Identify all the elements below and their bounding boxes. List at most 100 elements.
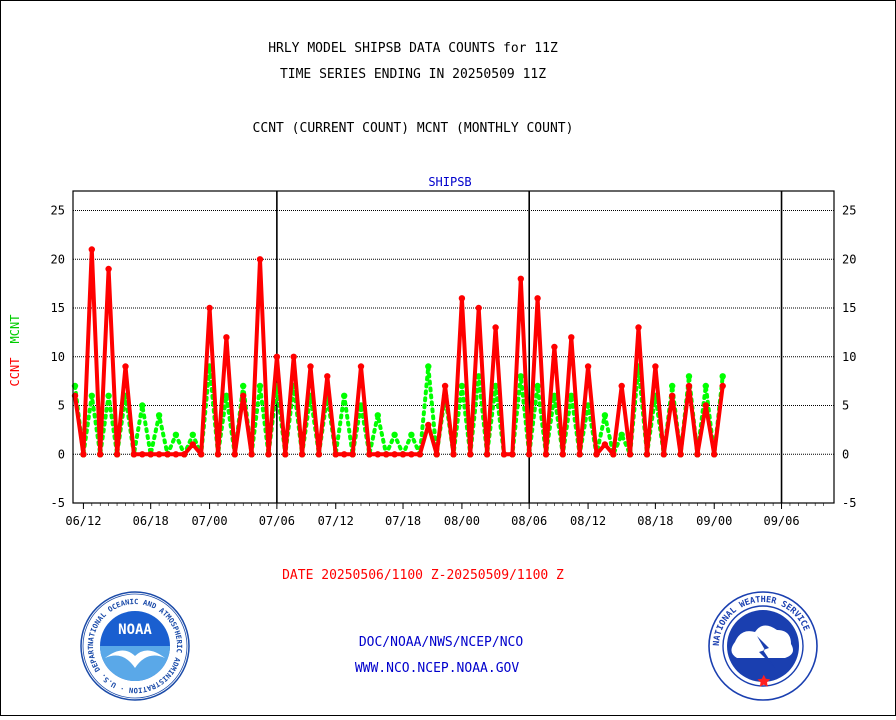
ccnt-point — [155, 451, 163, 458]
mcnt-point — [105, 392, 112, 399]
mcnt-point — [492, 382, 499, 390]
ccnt-point — [441, 382, 449, 390]
footer-url[interactable]: WWW.NCO.NCEP.NOAA.GOV — [355, 661, 520, 676]
noaa-logo-text: NOAA — [118, 622, 152, 638]
ccnt-point — [341, 451, 348, 458]
grid-layer — [73, 191, 834, 503]
ccnt-point — [298, 451, 306, 458]
mcnt-point — [172, 431, 180, 438]
y-tick-label-right: 15 — [842, 301, 856, 315]
ccnt-point — [332, 451, 339, 458]
ccnt-point — [694, 451, 701, 458]
ccnt-point — [652, 363, 659, 370]
x-tick-label: 07/00 — [192, 514, 228, 528]
ccnt-point — [139, 451, 146, 458]
mcnt-point — [256, 382, 264, 390]
ccnt-point — [610, 451, 617, 458]
subtitle: CCNT (CURRENT COUNT) MCNT (MONTHLY COUNT… — [253, 121, 574, 136]
ccnt-point — [467, 451, 474, 458]
mcnt-point — [601, 412, 609, 419]
ccnt-point — [576, 451, 583, 458]
ccnt-point — [181, 451, 188, 458]
ccnt-point — [97, 451, 104, 458]
ccnt-point — [265, 451, 272, 458]
x-tick-label: 06/18 — [133, 514, 169, 528]
ccnt-point — [677, 451, 684, 458]
y-tick-label-right: 25 — [842, 204, 856, 218]
ccnt-point — [542, 451, 550, 458]
x-tick-label: 08/06 — [511, 514, 547, 528]
ccnt-point — [357, 363, 365, 370]
ccnt-point — [130, 451, 138, 458]
y-tick-label-right: 10 — [842, 350, 856, 364]
ccnt-point — [324, 373, 331, 380]
ccnt-point — [374, 451, 381, 458]
ccnt-point — [660, 451, 667, 458]
y-tick-label-left: 15 — [51, 301, 65, 315]
ccnt-point — [685, 382, 693, 390]
y-tick-label-right: -5 — [842, 496, 856, 510]
ccnt-point — [509, 451, 516, 458]
ccnt-point — [408, 451, 415, 458]
mcnt-point — [534, 382, 541, 390]
x-tick-label: 09/06 — [763, 514, 799, 528]
ccnt-point — [702, 402, 709, 409]
ccnt-series-line — [73, 247, 725, 457]
chart-title: SHIPSB — [428, 175, 471, 189]
ccnt-point — [399, 451, 407, 458]
mcnt-point — [517, 373, 524, 380]
mcnt-point — [408, 431, 415, 438]
mcnt-point — [458, 382, 466, 390]
mcnt-point — [189, 431, 196, 438]
x-tick-label: 07/12 — [318, 514, 354, 528]
ccnt-point — [189, 441, 196, 448]
ylabel-ccnt: CCNT — [8, 358, 22, 387]
ylabel-mcnt: MCNT — [8, 315, 22, 344]
y-tick-label-right: 20 — [842, 252, 856, 266]
mcnt-point — [155, 412, 163, 419]
ccnt-point — [568, 334, 575, 341]
mcnt-point — [240, 382, 247, 390]
x-tick-label: 07/18 — [385, 514, 421, 528]
ccnt-point — [559, 451, 566, 458]
ccnt-point — [248, 451, 255, 458]
ccnt-point — [719, 382, 726, 390]
ccnt-point — [282, 451, 289, 458]
x-tick-label: 09/00 — [696, 514, 732, 528]
ccnt-point — [240, 392, 247, 399]
mcnt-point — [475, 373, 482, 380]
series-layer — [71, 246, 726, 458]
mcnt-point — [702, 382, 709, 390]
title-line2: TIME SERIES ENDING IN 20250509 11Z — [280, 67, 546, 82]
ccnt-point — [256, 256, 264, 263]
ccnt-point — [517, 275, 524, 282]
x-tick-label: 06/12 — [65, 514, 101, 528]
nws-logo: NATIONAL WEATHER SERVICE — [708, 591, 818, 701]
ccnt-point — [172, 451, 180, 458]
mcnt-point — [425, 363, 432, 370]
ccnt-point — [433, 451, 440, 458]
y-tick-label-left: 25 — [51, 204, 65, 218]
mcnt-point — [618, 431, 625, 438]
ccnt-point — [711, 451, 718, 458]
ccnt-point — [626, 451, 634, 458]
ccnt-point — [273, 353, 281, 360]
ccnt-point — [483, 451, 491, 458]
ccnt-point — [113, 451, 121, 458]
mcnt-point — [341, 392, 348, 399]
y-tick-label-left: 20 — [51, 252, 65, 266]
mcnt-point — [568, 392, 575, 399]
ccnt-point — [500, 451, 508, 458]
x-tick-label: 08/18 — [637, 514, 673, 528]
y-tick-label-left: -5 — [51, 496, 65, 510]
mcnt-point — [223, 392, 230, 399]
ccnt-point — [164, 451, 171, 458]
y-axis-title: CCNT MCNT — [8, 315, 22, 387]
ccnt-point — [425, 421, 432, 429]
mcnt-point — [374, 412, 381, 419]
ccnt-point — [458, 295, 466, 302]
ccnt-point — [290, 353, 297, 360]
y-tick-label-right: 5 — [842, 399, 849, 413]
